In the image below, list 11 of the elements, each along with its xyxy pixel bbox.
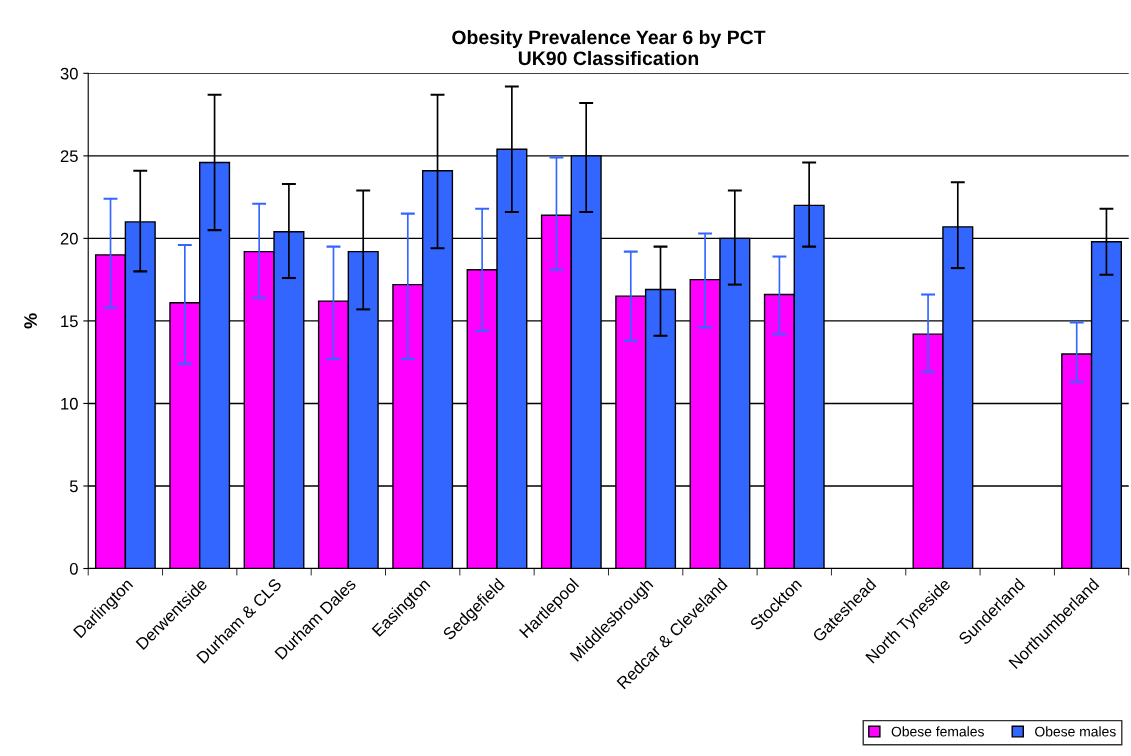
y-axis-title: % (24, 313, 37, 329)
y-tick-label: 0 (69, 562, 78, 575)
y-tick-label: 10 (61, 397, 78, 410)
y-tick-label: 5 (69, 480, 78, 493)
y-tick-label: 15 (61, 315, 78, 328)
y-tick-label: 20 (60, 232, 78, 245)
legend-label: Obese females (891, 726, 984, 737)
y-tick-label: 25 (60, 150, 78, 163)
legend-label: Obese males (1035, 726, 1116, 737)
chart-title: Obesity Prevalence Year 6 by PCT UK90 Classification (452, 29, 766, 66)
y-tick-label: 30 (60, 67, 78, 80)
